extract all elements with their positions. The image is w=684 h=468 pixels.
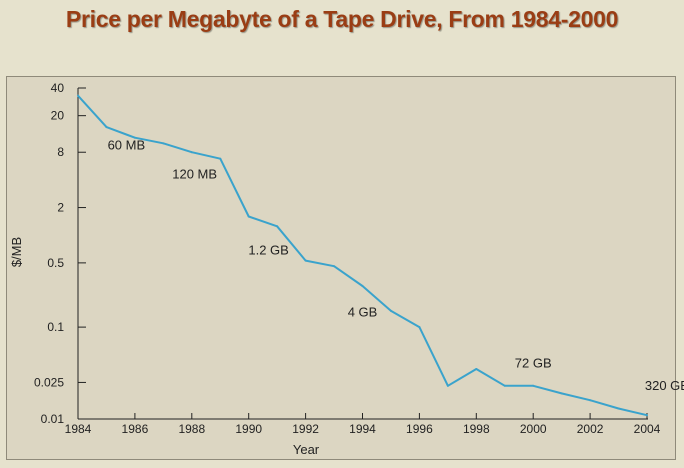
data-point xyxy=(333,265,336,268)
data-point xyxy=(133,136,136,139)
data-point xyxy=(77,94,79,97)
ticks: 1984 1986 1988 1990 1992 1994 1996 1998 2000 2002… xyxy=(34,81,661,436)
data-point xyxy=(389,309,392,312)
x-tick-label: 1990 xyxy=(235,422,262,436)
capacity-annotation: 320 GB xyxy=(645,378,684,393)
data-point xyxy=(446,384,449,387)
capacity-annotation: 72 GB xyxy=(515,356,552,371)
y-tick-label: 8 xyxy=(57,145,64,159)
data-point xyxy=(361,285,364,288)
x-axis-label: Year xyxy=(293,442,320,457)
y-tick-label: 2 xyxy=(57,201,64,215)
annotation-group: 60 MB 120 MB 1.2 GB 4 GB 72 GB 320 GB xyxy=(108,137,684,392)
data-point xyxy=(418,326,421,329)
axes xyxy=(77,88,648,420)
data-point xyxy=(503,384,506,387)
x-tick-label: 1984 xyxy=(65,422,92,436)
data-point xyxy=(475,368,478,371)
data-point xyxy=(304,259,307,262)
data-point xyxy=(162,142,165,145)
y-axis-label: $/MB xyxy=(9,237,24,267)
data-point xyxy=(532,384,535,387)
data-point xyxy=(105,126,108,129)
x-tick-label: 1998 xyxy=(463,422,490,436)
capacity-annotation: 120 MB xyxy=(172,166,217,181)
chart-frame xyxy=(6,76,676,460)
x-tick-label: 1988 xyxy=(178,422,205,436)
y-tick-label: 0.025 xyxy=(34,375,64,389)
data-point xyxy=(646,414,648,417)
x-tick-label: 2004 xyxy=(634,422,661,436)
data-point xyxy=(617,407,620,410)
capacity-annotation: 60 MB xyxy=(108,137,146,152)
x-tick-label: 2002 xyxy=(577,422,604,436)
x-tick-label: 2000 xyxy=(520,422,547,436)
data-point xyxy=(190,151,193,154)
capacity-annotation: 1.2 GB xyxy=(248,243,288,258)
data-point xyxy=(560,392,563,395)
data-point xyxy=(276,225,279,228)
data-point xyxy=(589,399,592,402)
chart-title: Price per Megabyte of a Tape Drive, From… xyxy=(65,6,619,32)
data-point xyxy=(219,157,222,160)
series-group xyxy=(77,94,648,417)
x-tick-label: 1986 xyxy=(122,422,149,436)
y-tick-label: 0.5 xyxy=(47,256,64,270)
capacity-annotation: 4 GB xyxy=(348,304,378,319)
y-tick-label: 0.1 xyxy=(47,320,64,334)
x-tick-label: 1996 xyxy=(406,422,433,436)
y-tick-label: 0.01 xyxy=(41,412,65,426)
x-tick-label: 1992 xyxy=(292,422,319,436)
x-tick-label: 1994 xyxy=(349,422,376,436)
y-tick-label: 20 xyxy=(51,109,65,123)
y-tick-label: 40 xyxy=(51,81,65,95)
data-point xyxy=(247,215,250,218)
